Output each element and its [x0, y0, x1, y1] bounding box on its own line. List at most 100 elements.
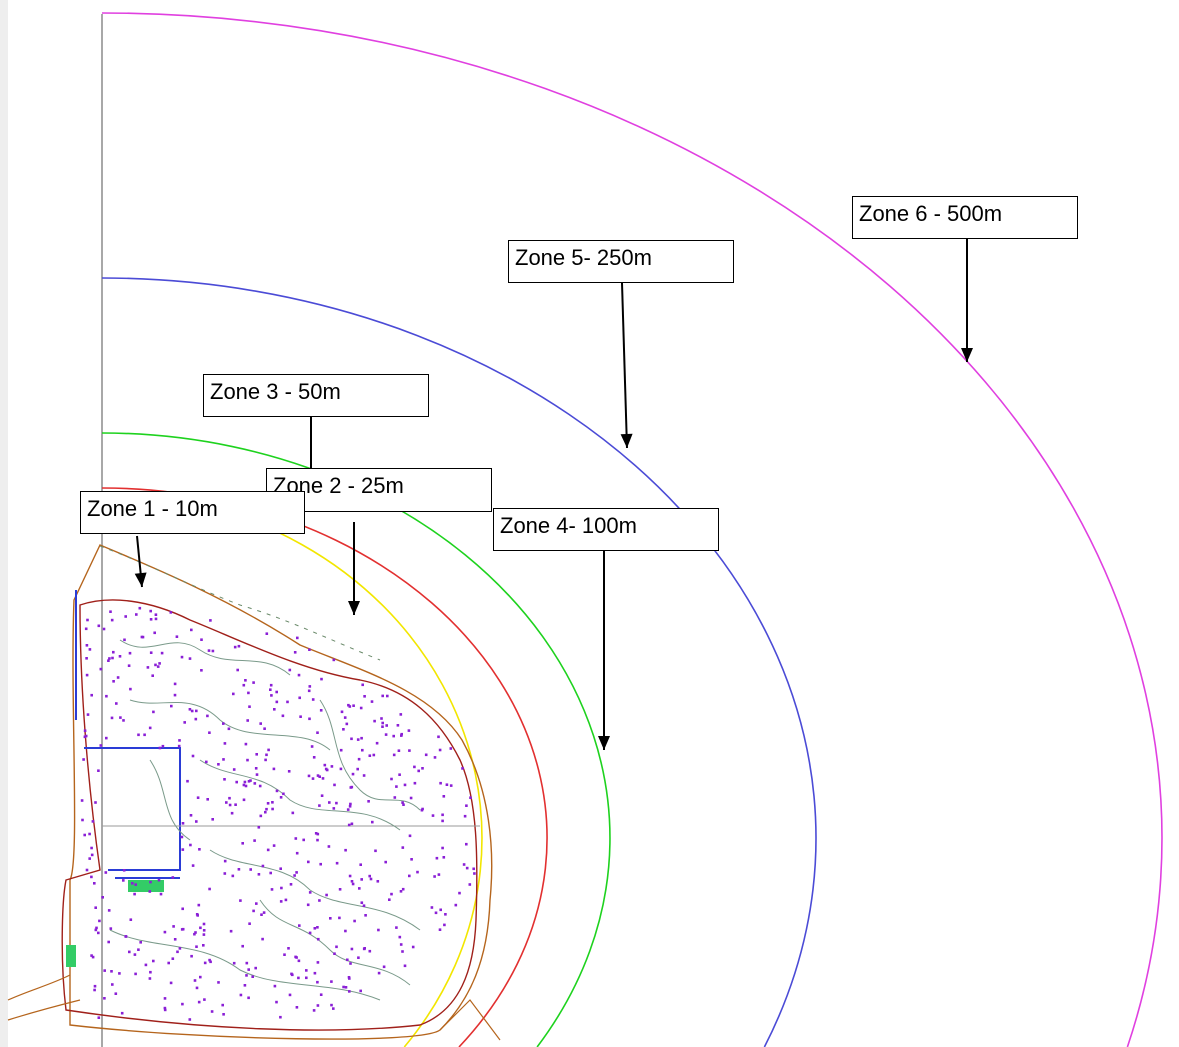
survey-point [333, 952, 336, 955]
survey-point [360, 901, 364, 904]
survey-point [85, 868, 89, 872]
survey-point [167, 961, 170, 965]
survey-point [97, 931, 100, 935]
survey-point [229, 929, 233, 933]
survey-point [434, 911, 438, 915]
survey-point [293, 651, 297, 654]
survey-point [397, 749, 401, 752]
survey-point [313, 927, 317, 930]
survey-point [207, 649, 211, 652]
survey-point [253, 839, 256, 842]
survey-point [316, 1004, 320, 1007]
survey-point [368, 754, 372, 757]
survey-point [368, 874, 371, 878]
survey-point [295, 871, 298, 874]
survey-point [442, 856, 446, 859]
survey-point [196, 796, 200, 799]
survey-point [330, 1003, 333, 1007]
survey-point [82, 758, 85, 761]
survey-point [163, 930, 167, 934]
survey-point [180, 835, 184, 839]
survey-point [308, 685, 312, 688]
survey-point [396, 724, 400, 727]
survey-point [319, 862, 322, 866]
survey-point [325, 893, 328, 897]
survey-point [194, 931, 197, 934]
survey-point [134, 972, 137, 976]
survey-point [149, 618, 153, 621]
survey-point [279, 796, 283, 799]
survey-point [247, 996, 250, 1000]
survey-point [148, 726, 152, 730]
survey-point [384, 733, 388, 736]
survey-point [152, 959, 155, 963]
survey-point [465, 804, 468, 807]
survey-point [254, 767, 258, 770]
zone-1-boundary [69, 544, 493, 1040]
survey-point [153, 631, 156, 635]
survey-point [472, 867, 475, 871]
survey-point [311, 698, 315, 701]
survey-point [221, 1003, 224, 1007]
survey-point [307, 689, 311, 693]
survey-point [433, 875, 436, 878]
survey-point [267, 748, 270, 752]
survey-point [172, 925, 175, 928]
survey-point [468, 883, 472, 886]
survey-point [318, 804, 321, 807]
survey-point [124, 935, 127, 938]
survey-point [97, 769, 100, 772]
survey-point [318, 775, 321, 778]
survey-point [189, 843, 192, 847]
survey-point [279, 900, 283, 903]
survey-point [316, 961, 320, 964]
survey-point [357, 757, 361, 761]
survey-point [395, 785, 398, 788]
survey-point [244, 742, 248, 746]
survey-point [307, 860, 310, 864]
survey-point [369, 877, 373, 881]
zone-4-label: Zone 4- 100m [493, 508, 719, 551]
survey-point [384, 860, 387, 864]
survey-point [181, 1002, 184, 1006]
survey-point [161, 744, 165, 748]
survey-point [407, 729, 411, 732]
survey-point [86, 618, 89, 622]
green-feature [128, 880, 164, 892]
survey-point [146, 666, 150, 669]
survey-point [402, 803, 405, 806]
survey-point [163, 1008, 167, 1012]
survey-point [144, 963, 148, 967]
survey-point [264, 758, 267, 762]
survey-point [403, 964, 407, 968]
survey-point [103, 969, 106, 972]
survey-point [148, 890, 152, 893]
survey-point [90, 693, 93, 697]
survey-point [329, 917, 332, 920]
survey-point [401, 801, 404, 804]
survey-point [358, 887, 361, 890]
survey-point [190, 628, 193, 632]
survey-point [158, 746, 162, 750]
survey-point [137, 948, 140, 951]
survey-point [137, 733, 140, 737]
survey-point [439, 781, 442, 785]
survey-point [352, 704, 355, 707]
survey-point [186, 779, 189, 783]
survey-point [288, 668, 292, 672]
survey-point [408, 749, 411, 752]
survey-point [360, 878, 363, 881]
survey-point [235, 780, 238, 784]
survey-point [320, 794, 324, 797]
zone-5-arrow-head [620, 433, 633, 448]
survey-point [112, 680, 115, 683]
survey-point [265, 807, 268, 811]
survey-point [95, 926, 98, 930]
survey-point [399, 713, 403, 716]
survey-point [197, 1000, 201, 1004]
survey-point [242, 783, 246, 787]
survey-point [88, 648, 92, 651]
survey-point [437, 735, 440, 739]
survey-point [439, 908, 442, 912]
survey-point [107, 940, 110, 944]
